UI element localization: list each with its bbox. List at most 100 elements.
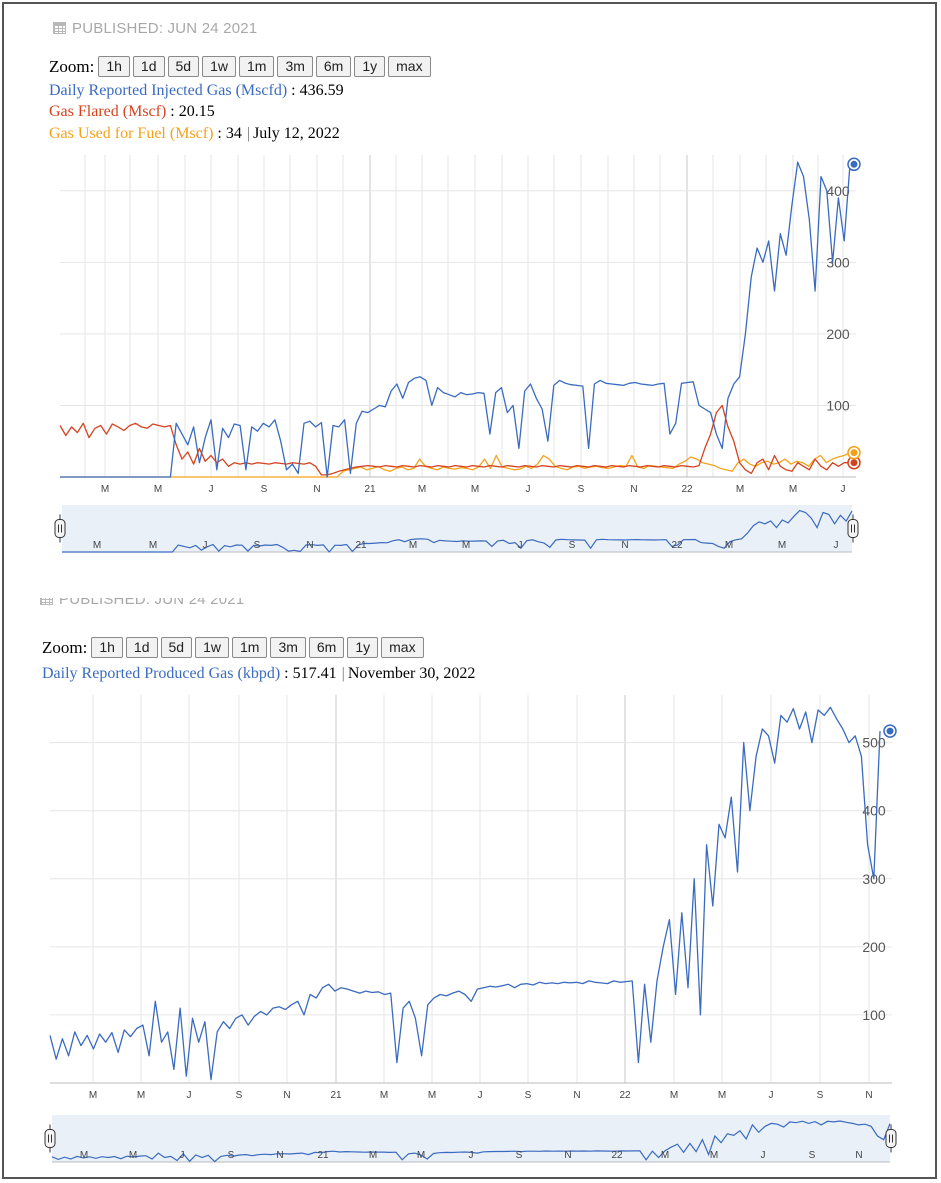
- navigator-tick-label: M: [725, 540, 733, 551]
- navigator-background: [62, 505, 852, 552]
- legend-series-name: Daily Reported Injected Gas (Mscfd): [49, 82, 288, 99]
- x-tick-label: J: [526, 484, 531, 495]
- handle-body: [847, 519, 859, 538]
- handle-body: [54, 519, 66, 538]
- navigator-tick-label: J: [834, 540, 839, 551]
- y-tick-label: 100: [826, 397, 850, 413]
- x-tick-label: M: [418, 484, 426, 495]
- navigator-handle-left: [44, 1124, 56, 1153]
- zoom-row-1: Zoom: 1h 1d 5d 1w 1m 3m 6m 1y max: [49, 56, 434, 77]
- x-tick-label: N: [630, 484, 637, 495]
- navigator-tick-label: M: [661, 1150, 669, 1161]
- legend-series-value: 436.59: [299, 82, 344, 99]
- zoom-5d-button[interactable]: 5d: [167, 56, 200, 77]
- navigator-tick-label: 21: [317, 1150, 329, 1161]
- handle-body: [885, 1129, 897, 1148]
- navigator-tick-label: 22: [611, 1150, 623, 1161]
- navigator-tick-label: S: [516, 1150, 523, 1161]
- handle-body: [44, 1129, 56, 1148]
- series-end-marker-dot: [886, 727, 894, 735]
- series-end-marker-dot: [850, 459, 858, 467]
- zoom-1d-button[interactable]: 1d: [125, 637, 158, 658]
- navigator-tick-label: J: [203, 540, 208, 551]
- zoom-1m-button[interactable]: 1m: [231, 637, 268, 658]
- x-tick-label: 21: [330, 1090, 342, 1101]
- navigator-tick-label: J: [761, 1150, 766, 1161]
- legend-date: November 30, 2022: [347, 665, 476, 682]
- y-tick-label: 100: [862, 1007, 886, 1023]
- x-tick-label: M: [154, 484, 162, 495]
- series-line-orange: [60, 452, 851, 478]
- zoom-6m-button[interactable]: 6m: [315, 56, 352, 77]
- navigator-tick-label: 21: [355, 540, 367, 551]
- x-tick-label: M: [670, 1090, 678, 1101]
- published-label-2: PUBLISHED: JUN 24 2021: [40, 598, 244, 615]
- zoom-3m-button[interactable]: 3m: [270, 637, 306, 658]
- zoom-3m-button[interactable]: 3m: [277, 56, 313, 77]
- x-tick-label: 22: [619, 1090, 631, 1101]
- zoom-1w-button[interactable]: 1w: [202, 56, 236, 77]
- x-tick-label: N: [313, 484, 320, 495]
- navigator-series-line: [51, 1120, 891, 1163]
- y-tick-label: 400: [862, 803, 886, 819]
- x-tick-label: N: [865, 1090, 872, 1101]
- navigator-handle-right: [847, 514, 859, 543]
- navigator-tick-label: M: [149, 540, 157, 551]
- navigator-tick-label: M: [369, 1150, 377, 1161]
- navigator-tick-label: M: [417, 1150, 425, 1161]
- legend-series-name: Gas Used for Fuel (Mscf): [49, 125, 214, 142]
- zoom-5d-button[interactable]: 5d: [160, 637, 193, 658]
- legend-gas-flared: Gas Flared (Mscf) : 20.15: [49, 103, 215, 120]
- y-tick-label: 500: [862, 735, 886, 751]
- calendar-icon: [40, 598, 53, 605]
- navigator-handle-left: [54, 514, 66, 543]
- legend-produced-gas: Daily Reported Produced Gas (kbpd) : 517…: [42, 665, 476, 682]
- navigator-tick-label: M: [80, 1150, 88, 1161]
- zoom-1d-button[interactable]: 1d: [132, 56, 165, 77]
- x-tick-label: J: [769, 1090, 774, 1101]
- y-tick-label: 200: [862, 939, 886, 955]
- navigator-tick-label: J: [518, 540, 523, 551]
- zoom-max-button[interactable]: max: [388, 56, 431, 77]
- x-tick-label: S: [261, 484, 268, 495]
- x-tick-label: S: [817, 1090, 824, 1101]
- navigator-tick-label: N: [276, 1150, 283, 1161]
- navigator-tick-label: N: [306, 540, 313, 551]
- zoom-1h-button[interactable]: 1h: [91, 637, 123, 658]
- x-tick-label: 22: [681, 484, 693, 495]
- zoom-1y-button[interactable]: 1y: [347, 637, 379, 658]
- zoom-1w-button[interactable]: 1w: [195, 637, 229, 658]
- x-tick-label: M: [89, 1090, 97, 1101]
- zoom-label: Zoom:: [42, 637, 88, 657]
- x-tick-label: M: [137, 1090, 145, 1101]
- x-tick-label: S: [236, 1090, 243, 1101]
- series-line-red: [59, 404, 850, 476]
- series-line-blue: [60, 161, 851, 478]
- legend-series-value: 34: [225, 125, 242, 142]
- x-tick-label: J: [478, 1090, 483, 1101]
- zoom-1y-button[interactable]: 1y: [354, 56, 386, 77]
- x-tick-label: M: [789, 484, 797, 495]
- navigator-tick-label: M: [129, 1150, 137, 1161]
- x-tick-label: M: [736, 484, 744, 495]
- navigator-tick-label: S: [254, 540, 261, 551]
- zoom-1m-button[interactable]: 1m: [238, 56, 275, 77]
- legend-series-value: 20.15: [178, 103, 215, 120]
- legend-injected-gas: Daily Reported Injected Gas (Mscfd) : 43…: [49, 82, 344, 99]
- navigator-tick-label: S: [809, 1150, 816, 1161]
- zoom-row-2: Zoom: 1h 1d 5d 1w 1m 3m 6m 1y max: [42, 637, 427, 658]
- navigator-handle-right: [885, 1124, 897, 1153]
- zoom-1h-button[interactable]: 1h: [98, 56, 130, 77]
- series-end-marker-dot: [850, 160, 858, 168]
- navigator-tick-label: S: [228, 1150, 235, 1161]
- navigator-tick-label: J: [180, 1150, 185, 1161]
- x-tick-label: J: [187, 1090, 192, 1101]
- navigator-tick-label: S: [569, 540, 576, 551]
- zoom-6m-button[interactable]: 6m: [308, 637, 345, 658]
- legend-date: July 12, 2022: [253, 125, 340, 142]
- zoom-max-button[interactable]: max: [381, 637, 424, 658]
- y-tick-label: 400: [826, 183, 850, 199]
- published-label-1: PUBLISHED: JUN 24 2021: [53, 20, 257, 37]
